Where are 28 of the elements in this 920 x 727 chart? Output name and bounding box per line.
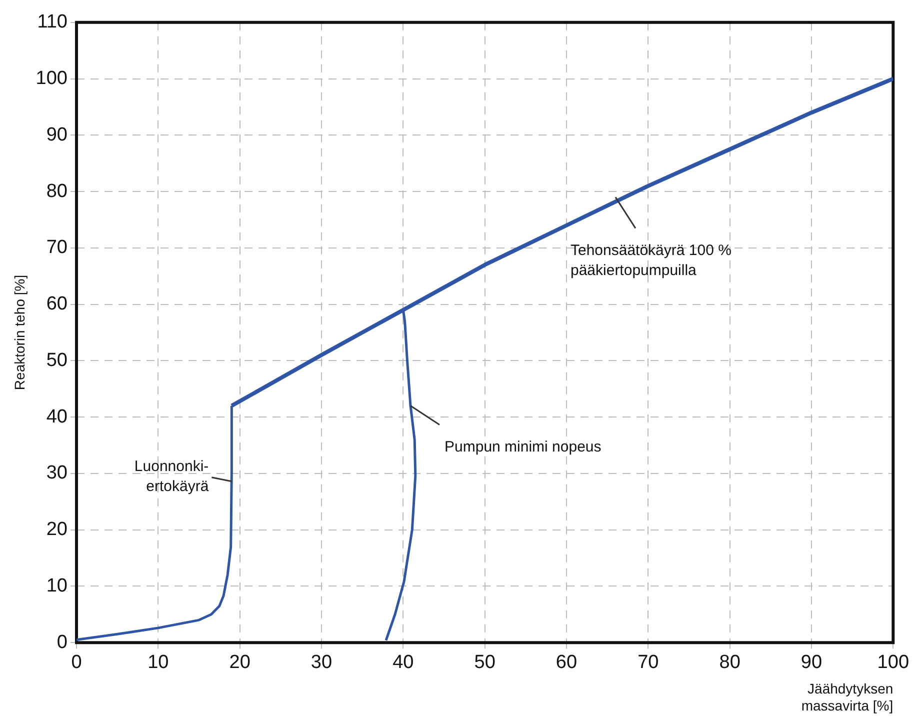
x-tick-label: 0 [71, 652, 82, 674]
y-tick-label: 80 [46, 180, 68, 202]
x-tick-label: 50 [474, 652, 496, 674]
annotation: Pumpun minimi nopeus [444, 438, 602, 456]
x-axis-title: Jäähdytyksen massavirta [%] [801, 680, 894, 714]
x-tick-label: 80 [719, 652, 740, 674]
x-tick-label: 20 [229, 652, 250, 674]
y-tick-label: 60 [46, 294, 68, 315]
x-tick-label: 70 [638, 652, 659, 674]
x-tick-label: 100 [877, 652, 909, 674]
annotation: Luonnonki- ertokäyrä [134, 458, 210, 495]
y-tick-label: 110 [37, 12, 68, 33]
x-tick-label: 10 [148, 652, 169, 674]
y-tick-label: 20 [46, 519, 68, 540]
y-axis-title: Reaktorin teho [%] [11, 274, 28, 390]
y-tick-label: 40 [46, 406, 68, 428]
y-tick-label: 10 [46, 575, 68, 596]
y-tick-label: 100 [36, 68, 68, 90]
y-tick-label: 30 [46, 462, 68, 484]
y-tick-label: 50 [46, 350, 68, 371]
x-tick-label: 40 [392, 652, 414, 674]
x-tick-label: 60 [556, 652, 578, 674]
y-tick-label: 0 [56, 632, 68, 653]
x-tick-label: 90 [800, 652, 822, 674]
annotation: Tehonsäätökäyrä 100 % pääkiertopumpuilla [570, 242, 732, 279]
y-tick-label: 70 [46, 237, 68, 258]
y-tick-label: 90 [46, 124, 68, 146]
x-tick-label: 30 [310, 652, 332, 674]
